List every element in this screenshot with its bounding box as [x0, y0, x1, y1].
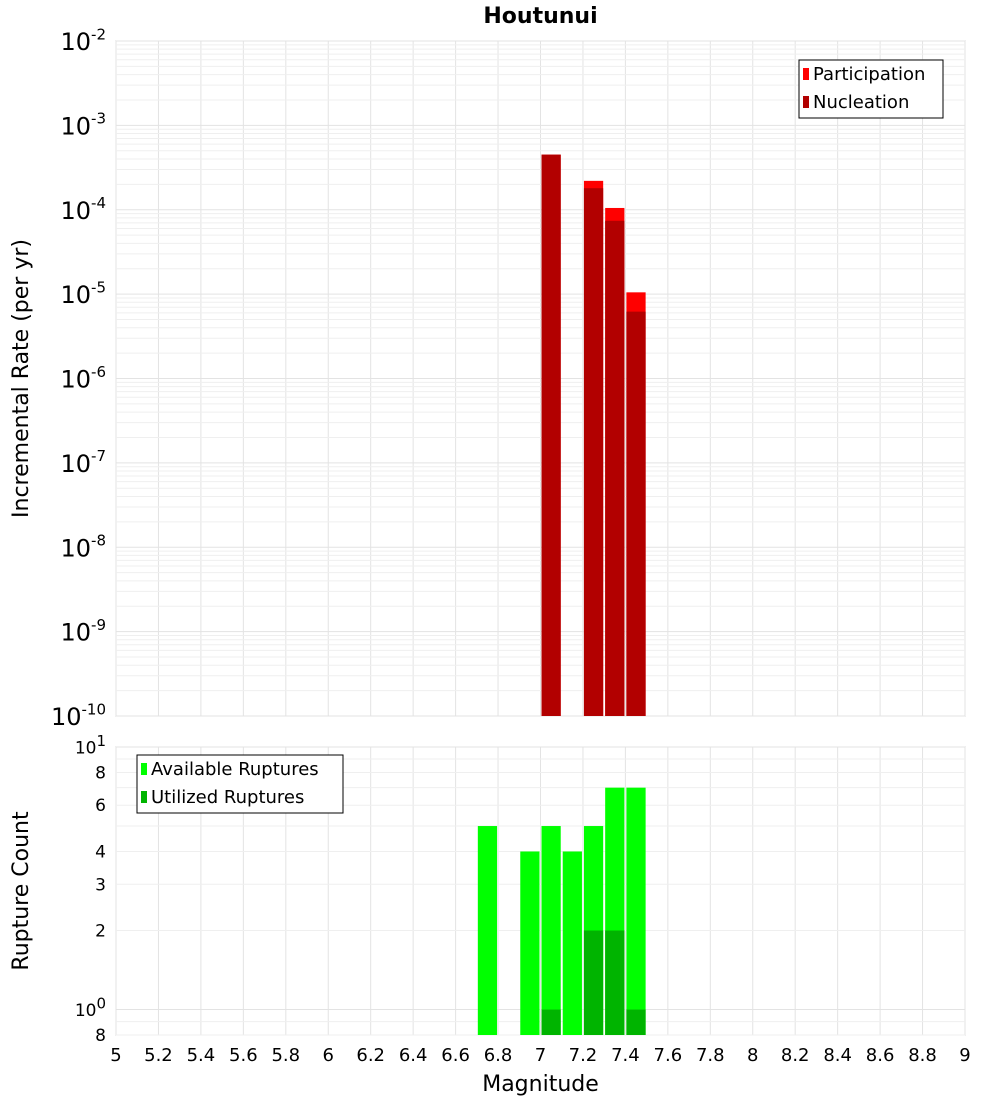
x-axis-title: Magnitude [482, 1072, 599, 1097]
legend-swatch [141, 763, 147, 775]
y-tick-label: 10-5 [60, 278, 106, 309]
bar-nucleation [583, 188, 604, 717]
x-tick-label: 9 [959, 1045, 970, 1066]
bar-available-ruptures [562, 851, 582, 1035]
y-tick-label: 100 [75, 994, 106, 1021]
bar-available-ruptures [520, 851, 540, 1035]
y-tick-label: 8 [95, 1026, 106, 1046]
y-tick-label: 2 [95, 922, 106, 942]
x-tick-label: 6 [323, 1045, 334, 1066]
y-tick-label: 10-6 [60, 363, 106, 394]
y-tick-label: 101 [75, 732, 106, 759]
x-tick-label: 5.8 [271, 1045, 300, 1066]
bar-available-ruptures [477, 826, 498, 1035]
x-tick-label: 5.2 [144, 1045, 173, 1066]
x-tick-label: 8.6 [866, 1045, 895, 1066]
x-tick-label: 5 [110, 1045, 121, 1066]
legend-0 [798, 59, 944, 119]
legend-label: Utilized Ruptures [151, 787, 304, 808]
bar-utilized-ruptures [605, 930, 625, 1035]
legend-swatch [803, 96, 809, 108]
legend-swatch [803, 68, 809, 80]
x-tick-label: 7.2 [569, 1045, 598, 1066]
x-tick-label: 6.6 [441, 1045, 470, 1066]
y-tick-label: 10-10 [51, 700, 106, 731]
y-tick-label: 10-2 [60, 25, 106, 56]
x-tick-label: 8.8 [908, 1045, 937, 1066]
x-tick-label: 6.4 [399, 1045, 428, 1066]
x-tick-label: 6.8 [484, 1045, 513, 1066]
chart-title: Houtunui [483, 4, 597, 29]
bar-available-ruptures [626, 787, 646, 1035]
y-tick-label: 10-7 [60, 447, 106, 478]
y-tick-label: 10-3 [60, 110, 106, 141]
y-tick-label: 10-8 [60, 532, 106, 563]
x-tick-label: 8 [747, 1045, 758, 1066]
bar-utilized-ruptures [583, 930, 604, 1035]
x-tick-label: 6.2 [356, 1045, 385, 1066]
bar-available-ruptures [541, 826, 561, 1035]
y-axis-title: Rupture Count [9, 811, 34, 971]
y-tick-label: 10-4 [60, 194, 106, 225]
y-tick-label: 4 [95, 842, 106, 862]
y-tick-label: 8 [95, 763, 106, 783]
x-tick-label: 7.8 [696, 1045, 725, 1066]
x-tick-label: 7 [535, 1045, 546, 1066]
bar-utilized-ruptures [626, 1009, 646, 1035]
x-tick-label: 8.2 [781, 1045, 810, 1066]
y-axis-title: Incremental Rate (per yr) [9, 239, 34, 518]
x-tick-label: 7.6 [654, 1045, 683, 1066]
x-tick-label: 5.6 [229, 1045, 258, 1066]
legend-swatch [141, 791, 147, 803]
y-tick-label: 10-9 [60, 616, 106, 647]
legend-1 [136, 754, 344, 814]
y-tick-label: 6 [95, 796, 106, 816]
legend-label: Nucleation [813, 92, 909, 113]
x-tick-label: 7.4 [611, 1045, 640, 1066]
legend-label: Available Ruptures [151, 759, 319, 780]
x-tick-label: 5.4 [187, 1045, 216, 1066]
bar-utilized-ruptures [541, 1009, 561, 1035]
bar-nucleation [605, 220, 625, 716]
x-tick-label: 8.4 [823, 1045, 852, 1066]
bar-nucleation [626, 311, 646, 716]
legend-label: Participation [813, 64, 925, 85]
bar-nucleation [541, 154, 561, 716]
y-tick-label: 3 [95, 875, 106, 895]
